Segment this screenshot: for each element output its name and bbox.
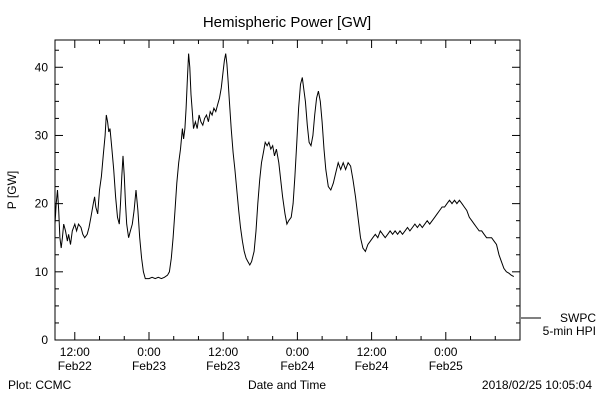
- legend-source-label: SWPC: [560, 311, 596, 325]
- x-tick-time: 0:00: [434, 345, 458, 359]
- x-tick-date: Feb22: [58, 359, 92, 373]
- x-tick-time: 0:00: [286, 345, 310, 359]
- x-tick-date: Feb25: [429, 359, 463, 373]
- y-tick-label: 10: [35, 265, 49, 279]
- axis-tick-labels: 12:00Feb220:00Feb2312:00Feb230:00Feb2412…: [35, 60, 463, 373]
- axis-ticks: [55, 40, 520, 341]
- y-tick-label: 30: [35, 128, 49, 142]
- legend-product-label: 5-min HPI: [543, 324, 596, 338]
- footer-timestamp: 2018/02/25 10:05:04: [482, 378, 592, 392]
- hpi-data-line: [54, 53, 515, 280]
- x-tick-date: Feb24: [280, 359, 314, 373]
- data-series: [54, 53, 515, 280]
- chart-title: Hemispheric Power [GW]: [203, 14, 371, 31]
- x-tick-date: Feb23: [206, 359, 240, 373]
- y-axis-label: P [GW]: [5, 171, 19, 209]
- x-tick-time: 12:00: [208, 345, 238, 359]
- axes-box: [54, 39, 521, 341]
- x-tick-time: 12:00: [357, 345, 387, 359]
- plot-frame: [54, 39, 521, 341]
- y-tick-label: 20: [35, 197, 49, 211]
- x-tick-date: Feb24: [355, 359, 389, 373]
- x-tick-date: Feb23: [132, 359, 166, 373]
- y-tick-label: 40: [35, 60, 49, 74]
- y-tick-label: 0: [41, 333, 48, 347]
- x-tick-time: 0:00: [137, 345, 161, 359]
- x-tick-time: 12:00: [60, 345, 90, 359]
- x-axis-label: Date and Time: [248, 378, 326, 392]
- footer-plot-source: Plot: CCMC: [8, 378, 72, 392]
